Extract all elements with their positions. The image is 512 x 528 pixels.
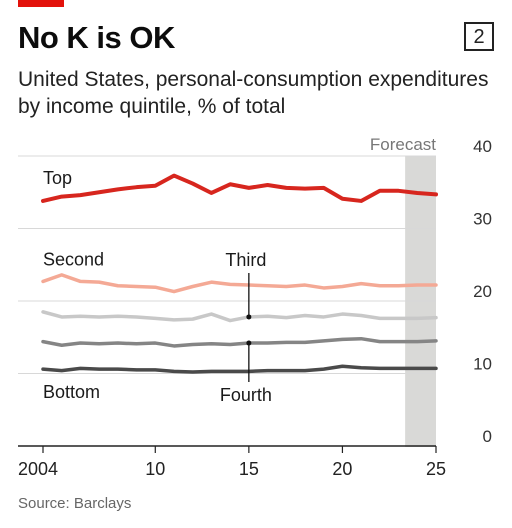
series-line-fourth [41, 336, 438, 348]
annotation-fourth-dot [246, 340, 252, 346]
gridlines [18, 155, 436, 374]
y-tick-label: 10 [473, 355, 492, 374]
x-tick-label: 25 [426, 459, 446, 479]
chart-number-badge: 2 [464, 22, 494, 51]
brand-bar [18, 0, 64, 7]
annotation-third: Third [225, 250, 266, 270]
annotation-third-dot [246, 314, 252, 320]
x-tick-label: 10 [145, 459, 165, 479]
x-tick-label: 20 [332, 459, 352, 479]
y-axis-tick-labels: 0 10 20 30 40 [473, 137, 492, 446]
y-tick-label: 30 [473, 210, 492, 229]
series-line-second [41, 273, 438, 294]
annotation-top: Top [43, 168, 72, 188]
source-note: Source: Barclays [18, 495, 132, 512]
annotation-second: Second [43, 249, 104, 269]
x-axis-ticks: 2004 10 15 20 25 [18, 446, 446, 479]
y-tick-label: 0 [483, 427, 492, 446]
y-tick-label: 40 [473, 137, 492, 156]
series-line-bottom [41, 364, 438, 374]
series-line-top [41, 173, 438, 203]
chart-subtitle: United States, personal-consumption expe… [18, 68, 489, 118]
x-tick-label: 15 [239, 459, 259, 479]
chart-title: No K is OK [18, 20, 175, 55]
series-line-third [41, 310, 438, 323]
y-tick-label: 20 [473, 282, 492, 301]
annotation-fourth: Fourth [220, 385, 272, 405]
series-annotations: Top Second Third Fourth Bottom [43, 168, 272, 405]
forecast-label: Forecast [370, 135, 436, 154]
annotation-bottom: Bottom [43, 382, 100, 402]
x-tick-label: 2004 [18, 459, 58, 479]
series-lines [41, 173, 438, 374]
